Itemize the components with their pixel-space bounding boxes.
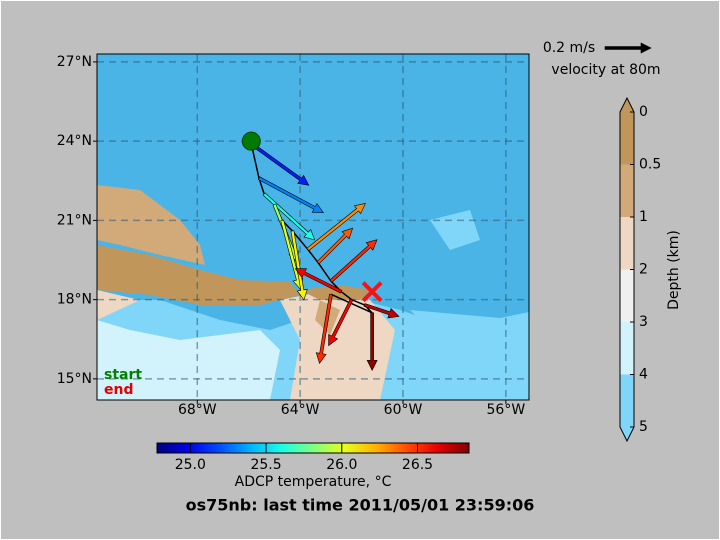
velocity-arrow [290, 230, 308, 301]
y-tick-label: 27°N [57, 54, 92, 70]
depth-tick-label: 5 [639, 419, 648, 435]
y-tick-label: 24°N [57, 133, 92, 149]
depth-level [620, 374, 634, 427]
velocity-arrow [294, 268, 343, 294]
depth-colorbar-label: Depth (km) [666, 230, 682, 310]
end-label: end [104, 382, 133, 398]
velocity-arrow [316, 227, 354, 265]
plot-layer [97, 54, 529, 400]
y-tick-label: 15°N [57, 371, 92, 387]
velocity-arrow [249, 142, 310, 186]
temperature-tick-label: 26.5 [402, 457, 433, 473]
depth-extend-bottom [620, 427, 634, 441]
temperature-tick-label: 26.0 [326, 457, 357, 473]
velocity-arrow [366, 312, 378, 372]
temperature-colorbar [156, 442, 470, 454]
map-background [97, 54, 529, 400]
y-tick-label: 18°N [57, 292, 92, 308]
title: os75nb: last time 2011/05/01 23:59:06 [186, 496, 535, 515]
depth-tick-label: 3 [639, 314, 648, 330]
scale-caption: velocity at 80m [551, 62, 660, 78]
depth-level [620, 164, 634, 217]
scale-label: 0.2 m/s [543, 40, 595, 56]
shallow-water [410, 310, 529, 330]
land [300, 285, 370, 300]
depth-level [620, 322, 634, 375]
start-marker [241, 131, 261, 151]
temperature-tick-label: 25.5 [250, 457, 281, 473]
end-marker [361, 281, 383, 303]
temperature-colorbar-label: ADCP temperature, °C [235, 474, 392, 490]
velocity-arrow [306, 203, 366, 252]
scale-arrow [604, 42, 652, 54]
depth-tick-label: 4 [639, 367, 648, 383]
x-tick-label: 64°W [281, 402, 320, 418]
map-frame [96, 53, 530, 401]
velocity-arrow [315, 293, 333, 365]
depth-tick-label: 0 [639, 104, 648, 120]
velocity-arrow [329, 239, 378, 283]
depth-tick-label: 0.5 [639, 157, 661, 173]
depth-level [620, 217, 634, 270]
x-tick-label: 60°W [384, 402, 423, 418]
velocity-arrow [363, 303, 400, 319]
velocity-arrow [257, 176, 324, 213]
shallow-water [97, 320, 280, 400]
land [97, 245, 300, 305]
depth-level [620, 269, 634, 322]
x-tick-label: 56°W [487, 402, 526, 418]
depth-level [620, 112, 634, 165]
start-label: start [104, 367, 142, 383]
x-tick-label: 68°W [178, 402, 217, 418]
shelf [280, 290, 395, 400]
y-tick-label: 21°N [57, 212, 92, 228]
depth-extend-top [620, 98, 634, 112]
shallow-water [430, 210, 480, 250]
depth-tick-label: 1 [639, 209, 648, 225]
velocity-arrow [328, 298, 354, 347]
land [97, 185, 205, 265]
depth-tick-label: 2 [639, 262, 648, 278]
temperature-tick-label: 25.0 [175, 457, 206, 473]
land [97, 290, 140, 320]
